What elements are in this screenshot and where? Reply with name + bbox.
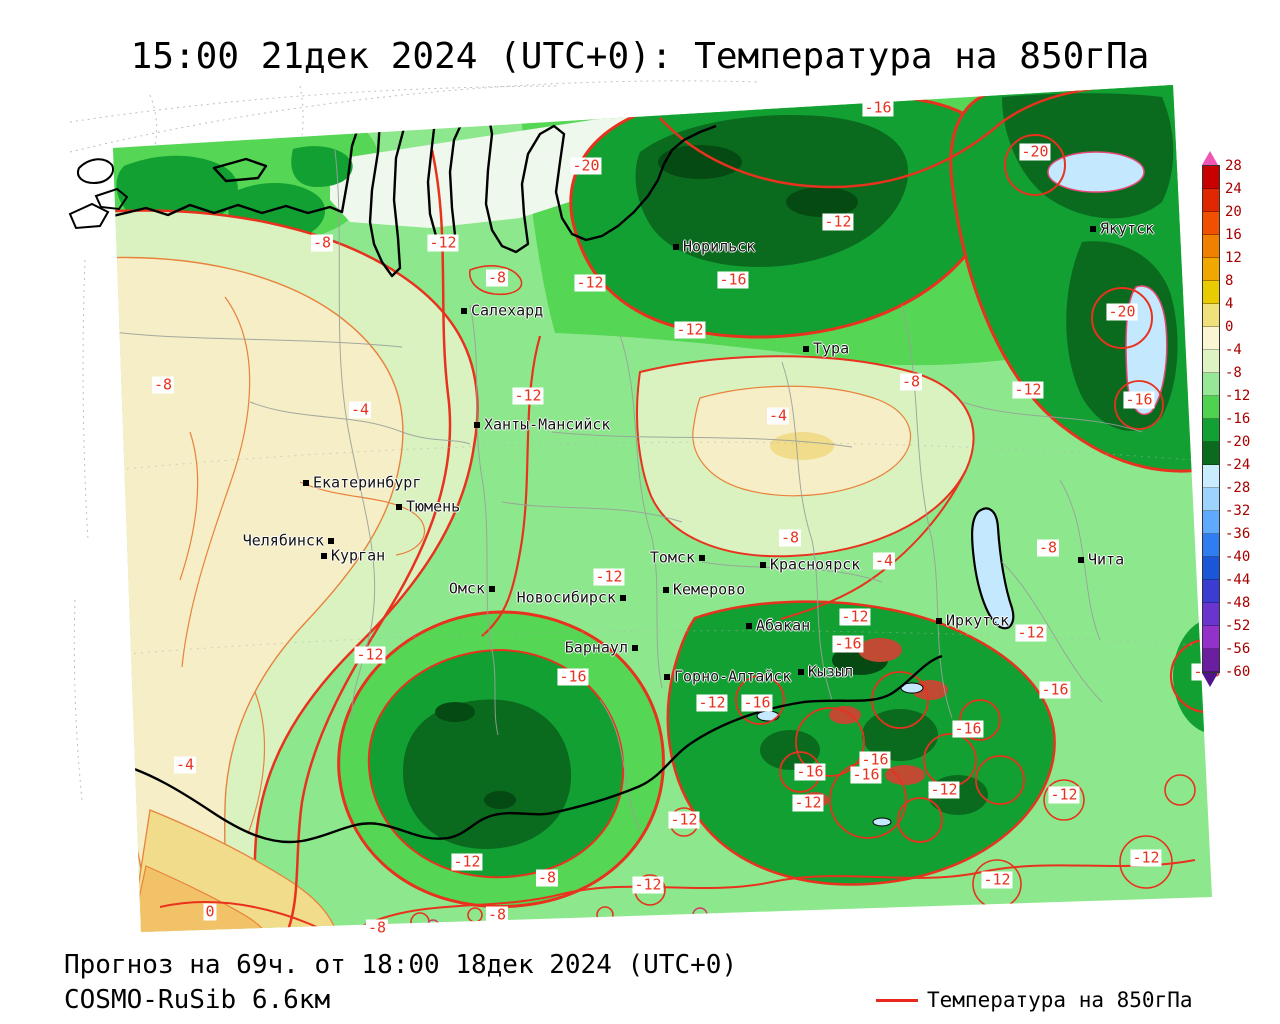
lake-baikal [971,507,1015,630]
colorbar-tick: -32 [1225,503,1251,519]
intermediate-contour-lines [179,296,426,835]
colorbar-tick: -4 [1225,342,1242,358]
colorbar-tick: -40 [1225,549,1251,565]
colorbar-tick: 8 [1225,273,1234,289]
colorbar-tick: 4 [1225,296,1234,312]
colorbar-segment [1203,557,1219,580]
colorbar-segment [1203,327,1219,350]
colorbar-segment [1203,212,1219,235]
colorbar-segment [1203,649,1219,672]
colorbar-segment [1203,442,1219,465]
colorbar-tick: -60 [1225,664,1251,680]
colorbar-segment [1203,396,1219,419]
colorbar-arrow-down-icon [1202,673,1218,687]
page-title: 15:00 21дек 2024 (UTC+0): Температура на… [130,36,1150,77]
map-legend: Температура на 850гПа [876,988,1193,1012]
colorbar-segment [1203,511,1219,534]
colorbar-tick: 12 [1225,250,1242,266]
colorbar-segment [1203,373,1219,396]
temperature-fill-regions [113,85,1212,932]
outer-islands [68,158,129,230]
colorbar-tick: 28 [1225,158,1242,174]
colorbar-tick: -16 [1225,411,1251,427]
colorbar-tick: 20 [1225,204,1242,220]
colorbar-tick: -52 [1225,618,1251,634]
colorbar-tick: -12 [1225,388,1251,404]
colorbar-segment [1203,189,1219,212]
colorbar-segment [1203,304,1219,327]
colorbar-segment [1203,534,1219,557]
colorbar-segment [1203,166,1219,189]
colorbar-tick: 0 [1225,319,1234,335]
colorbar-segment [1203,580,1219,603]
admin-boundaries [113,149,1143,831]
model-info: COSMO-RuSib 6.6км [64,985,331,1015]
colorbar-segment [1203,350,1219,373]
colorbar-tick: -20 [1225,434,1251,450]
colorbar-segment [1203,235,1219,258]
legend-label: Температура на 850гПа [927,988,1193,1012]
colorbar-segment [1203,281,1219,304]
graticule-lines [69,80,761,801]
colorbar-tick: -24 [1225,457,1251,473]
colorbar-scale: 28 24 20 16 12 8 4 0 -4 -8 -12 -16 -20 -24 -28 -32 -36 -4… [1202,159,1250,679]
colorbar-segment [1203,419,1219,442]
colorbar-tick: -56 [1225,641,1251,657]
colorbar-segment [1203,603,1219,626]
colorbar-tick: 24 [1225,181,1242,197]
colorbar-segment [1203,465,1219,488]
colorbar-tick: -48 [1225,595,1251,611]
colorbar-tick: -44 [1225,572,1251,588]
temperature-contour-line-sample [876,998,918,1002]
colorbar-segment [1203,258,1219,281]
colorbar-tick: -28 [1225,480,1251,496]
colorbar-segment [1203,626,1219,649]
colorbar-segment [1203,488,1219,511]
colorbar-tick: -8 [1225,365,1242,381]
inner-graticule [113,441,1196,656]
colorbar-arrow-up-icon [1202,151,1218,165]
colorbar-tick: 16 [1225,227,1242,243]
temperature-colorbar: 28 24 20 16 12 8 4 0 -4 -8 -12 -16 -20 -24 -28 -32 -36 -4… [1202,151,1250,687]
forecast-info: Прогноз на 69ч. от 18:00 18дек 2024 (UTC… [64,950,738,980]
colorbar-tick: -36 [1225,526,1251,542]
